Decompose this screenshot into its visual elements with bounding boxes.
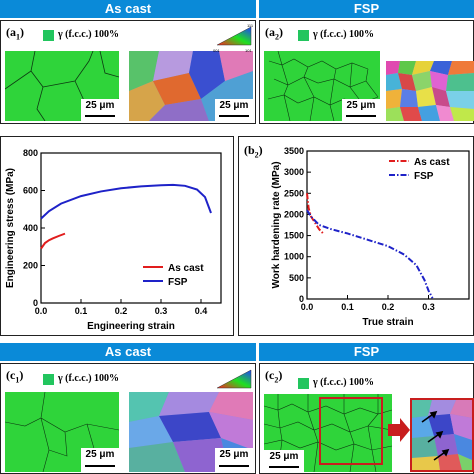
zoom-region-box (319, 397, 383, 465)
y-tick-label: 200 (23, 261, 38, 271)
y-tick-label: 600 (23, 186, 38, 196)
y-axis-label: Work hardening rate (MPa) (271, 161, 282, 288)
zoom-callout-arrow (388, 418, 410, 442)
phase-fraction-label: γ (f.c.c.) 100% (313, 29, 375, 40)
panel-c2-label: (c2) (265, 368, 283, 385)
legend-label: As cast (168, 263, 204, 274)
y-tick-label: 3000 (284, 167, 304, 177)
ipf-grains (129, 51, 253, 121)
y-tick-label: 3500 (284, 146, 304, 156)
fcc-legend-swatch (43, 374, 54, 385)
scale-bar: 25 μm (215, 448, 253, 472)
phase-map-as-cast: 25 μm (5, 51, 119, 121)
fcc-legend-swatch (298, 378, 309, 389)
plot-area (40, 152, 222, 304)
series-line-fsp (306, 209, 434, 299)
phase-map-fsp: 25 μm (264, 51, 380, 121)
y-axis-label: Engineering stress (MPa) (5, 168, 16, 288)
x-tick-label: 0.4 (195, 306, 208, 316)
y-tick-label: 2500 (284, 188, 304, 198)
ipf-color-key: 111 001 101 (213, 23, 254, 53)
ipf-map-as-cast: 25 μm (129, 51, 253, 121)
scale-bar: 25 μm (215, 99, 253, 121)
header-as-cast-top: As cast (0, 0, 256, 18)
grain-boundaries (267, 51, 379, 121)
grain-boundaries (264, 394, 392, 472)
plot-area (306, 150, 470, 300)
twin-arrows (421, 410, 450, 461)
series-line-as-cast (40, 232, 66, 250)
scale-bar: 25 μm (81, 448, 119, 472)
ipf-grains (412, 400, 472, 470)
x-tick-label: 0.3 (422, 302, 435, 312)
scale-bar: 25 μm (342, 99, 380, 121)
x-tick-label: 0.0 (35, 306, 48, 316)
legend-label: As cast (414, 157, 450, 168)
header-fsp-bottom: FSP (259, 343, 474, 361)
header-as-cast-bottom: As cast (0, 343, 256, 361)
panel-b2-label: (b2) (244, 143, 263, 160)
x-tick-label: 0.0 (301, 302, 314, 312)
y-tick-label: 1000 (284, 252, 304, 262)
ipf-map-as-cast-bottom: 25 μm (129, 392, 253, 472)
x-axis-label: True strain (362, 317, 413, 328)
x-axis-label: Engineering strain (87, 321, 175, 332)
legend-label: FSP (414, 171, 434, 182)
series-line-as-cast (306, 193, 324, 235)
phase-fraction-label: γ (f.c.c.) 100% (58, 29, 120, 40)
y-tick-label: 2000 (284, 209, 304, 219)
work-hardening-chart: 0.0 0.1 0.2 0.3 0 500 1000 1500 2000 2500 3000 3500… (271, 146, 470, 328)
phase-map-fsp-bottom: 25 μm (264, 394, 392, 472)
scale-bar: 25 μm (81, 99, 119, 121)
fcc-legend-swatch (43, 30, 54, 41)
y-tick-label: 500 (289, 273, 304, 283)
ipf-key-label-top: 111 (247, 23, 254, 28)
x-tick-label: 0.1 (75, 306, 88, 316)
panel-c1: (c1) γ (f.c.c.) 100% 25 μm 25 μm (0, 363, 256, 474)
series-line-fsp (40, 183, 212, 220)
scale-bar: 25 μm (264, 450, 304, 472)
ipf-color-key (216, 369, 252, 389)
zoomed-ipf-map (410, 398, 474, 472)
panel-c2: (c2) γ (f.c.c.) 100% 25 μm (259, 363, 474, 474)
x-tick-label: 0.2 (115, 306, 128, 316)
legend-label: FSP (168, 277, 188, 288)
stress-strain-chart: 0.0 0.1 0.2 0.3 0.4 0 200 400 600 800 Engineering … (5, 148, 222, 332)
phase-fraction-label: γ (f.c.c.) 100% (313, 377, 375, 388)
x-tick-label: 0.2 (382, 302, 395, 312)
panel-a2-label: (a2) (265, 25, 283, 42)
y-tick-label: 0 (33, 298, 38, 308)
grain-boundaries (5, 392, 119, 472)
x-tick-label: 0.1 (341, 302, 354, 312)
ipf-map-fsp (386, 61, 474, 121)
panel-c1-label: (c1) (6, 368, 24, 385)
phase-fraction-label: γ (f.c.c.) 100% (58, 373, 120, 384)
fcc-legend-swatch (298, 30, 309, 41)
y-tick-label: 400 (23, 223, 38, 233)
phase-map-as-cast-bottom: 25 μm (5, 392, 119, 472)
ipf-key-label-right: 101 (245, 48, 252, 53)
panel-a1: (a1) γ (f.c.c.) 100% 25 μm 25 μm (0, 20, 256, 124)
panel-b2: (b2) 0.0 0.1 0.2 0.3 0 500 1000 1500 2000 2500 300… (238, 136, 474, 336)
header-fsp-top: FSP (259, 0, 474, 18)
ipf-key-label-left: 001 (213, 48, 220, 53)
ipf-grains (386, 61, 474, 121)
panel-a1-label: (a1) (6, 25, 24, 42)
y-tick-label: 1500 (284, 231, 304, 241)
y-tick-label: 800 (23, 148, 38, 158)
y-tick-label: 0 (299, 294, 304, 304)
panel-a2: (a2) γ (f.c.c.) 100% 25 μm (259, 20, 474, 124)
panel-b1: 0.0 0.1 0.2 0.3 0.4 0 200 400 600 800 Engineering … (0, 136, 234, 336)
x-tick-label: 0.3 (155, 306, 168, 316)
